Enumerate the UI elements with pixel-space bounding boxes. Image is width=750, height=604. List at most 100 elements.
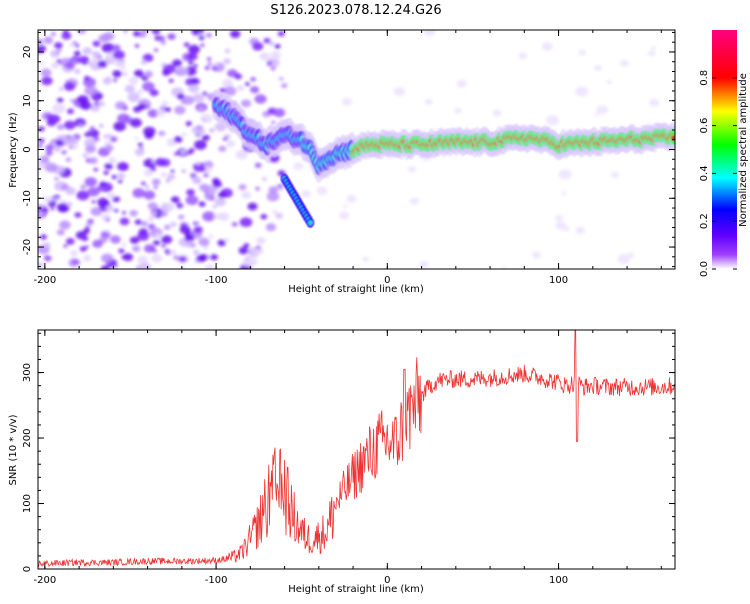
ridge-core: [671, 135, 675, 142]
noise-blob: [114, 59, 125, 68]
noise-blob: [68, 145, 73, 149]
noise-blob: [38, 144, 43, 148]
noise-blob: [112, 70, 122, 78]
noise-blob: [43, 196, 52, 203]
colorbar-tick-label: 0.4: [699, 165, 710, 181]
noise-blob: [167, 33, 176, 40]
noise-blob: [84, 225, 91, 230]
noise-blob: [118, 248, 125, 254]
noise-blob: [85, 145, 96, 154]
noise-blob: [256, 237, 266, 245]
noise-blob: [201, 134, 210, 141]
noise-blob: [99, 101, 106, 107]
noise-blob: [133, 69, 144, 78]
noise-blob: [63, 244, 68, 248]
noise-blob: [178, 256, 187, 263]
noise-blob: [407, 166, 416, 173]
noise-blob: [166, 173, 176, 180]
noise-blob: [606, 80, 612, 85]
noise-blob: [82, 153, 89, 158]
noise-blob: [108, 157, 117, 164]
noise-blob: [183, 42, 190, 47]
heatmap-layer: [38, 30, 675, 269]
noise-blob: [168, 78, 174, 83]
snr-y-tick-label: 100: [22, 494, 33, 513]
noise-blob: [205, 255, 210, 259]
noise-blob: [275, 212, 283, 219]
noise-blob: [117, 172, 126, 179]
noise-blob: [112, 196, 121, 203]
noise-blob: [90, 207, 103, 216]
noise-blob: [147, 223, 156, 230]
noise-blob: [157, 35, 166, 42]
noise-blob: [109, 235, 120, 244]
noise-blob: [147, 109, 159, 118]
colorbar-tick-label: 0.2: [699, 213, 710, 229]
snr-y-tick-label: 300: [22, 363, 33, 382]
noise-blob: [175, 66, 189, 77]
chart-title: S126.2023.078.12.24.G26: [270, 3, 441, 18]
noise-blob: [223, 137, 228, 141]
noise-blob: [236, 85, 245, 92]
noise-blob: [194, 140, 207, 150]
noise-blob: [134, 148, 145, 156]
noise-blob: [112, 78, 117, 82]
noise-blob: [204, 192, 215, 201]
noise-blob: [362, 256, 370, 262]
noise-blob: [173, 255, 180, 261]
noise-blob: [196, 161, 201, 165]
noise-blob: [190, 243, 196, 248]
snr-y-label: SNR (10 * v/v): [8, 414, 19, 485]
snr-y-tick-label: 200: [22, 428, 33, 447]
noise-blob: [151, 30, 161, 35]
noise-blob: [205, 93, 210, 97]
noise-blob: [65, 186, 76, 196]
noise-blob: [78, 55, 90, 64]
heatmap-x-tick-label: 0: [384, 275, 390, 286]
noise-blob: [90, 104, 100, 112]
snr-frame: [37, 329, 676, 570]
noise-blob: [145, 185, 149, 189]
noise-blob: [277, 184, 283, 189]
noise-blob: [252, 42, 264, 51]
noise-blob: [218, 145, 227, 152]
snr-line: [38, 330, 675, 568]
noise-blob: [45, 150, 53, 156]
noise-blob: [117, 113, 131, 124]
noise-blob: [42, 242, 51, 249]
noise-blob: [181, 132, 187, 137]
noise-blob: [38, 138, 45, 144]
noise-blob: [185, 195, 199, 206]
noise-blob: [205, 264, 215, 269]
noise-blob: [134, 44, 140, 48]
noise-blob: [196, 254, 207, 263]
noise-blob: [118, 162, 129, 171]
noise-blob: [199, 106, 204, 111]
noise-blob: [137, 103, 147, 111]
noise-blob: [47, 114, 61, 124]
noise-blob: [203, 166, 213, 173]
noise-blob: [50, 62, 60, 69]
noise-blob: [239, 217, 253, 227]
noise-blob: [61, 32, 72, 40]
noise-blob: [134, 136, 139, 140]
noise-blob: [300, 189, 312, 198]
noise-blob: [160, 40, 166, 45]
noise-blob: [170, 221, 177, 227]
heatmap-y-tick-label: -20: [22, 239, 33, 255]
noise-blob: [346, 195, 357, 203]
noise-blob: [74, 212, 82, 218]
noise-blob: [242, 258, 253, 267]
noise-blob: [223, 86, 237, 96]
noise-blob: [101, 43, 115, 53]
noise-blob: [154, 232, 163, 239]
noise-blob: [203, 245, 209, 250]
noise-blob: [193, 64, 198, 68]
noise-blob: [211, 65, 218, 71]
noise-blob: [92, 40, 101, 47]
noise-blob: [255, 245, 261, 250]
noise-blob: [492, 109, 502, 117]
noise-blob: [54, 42, 63, 49]
noise-blob: [40, 234, 48, 240]
